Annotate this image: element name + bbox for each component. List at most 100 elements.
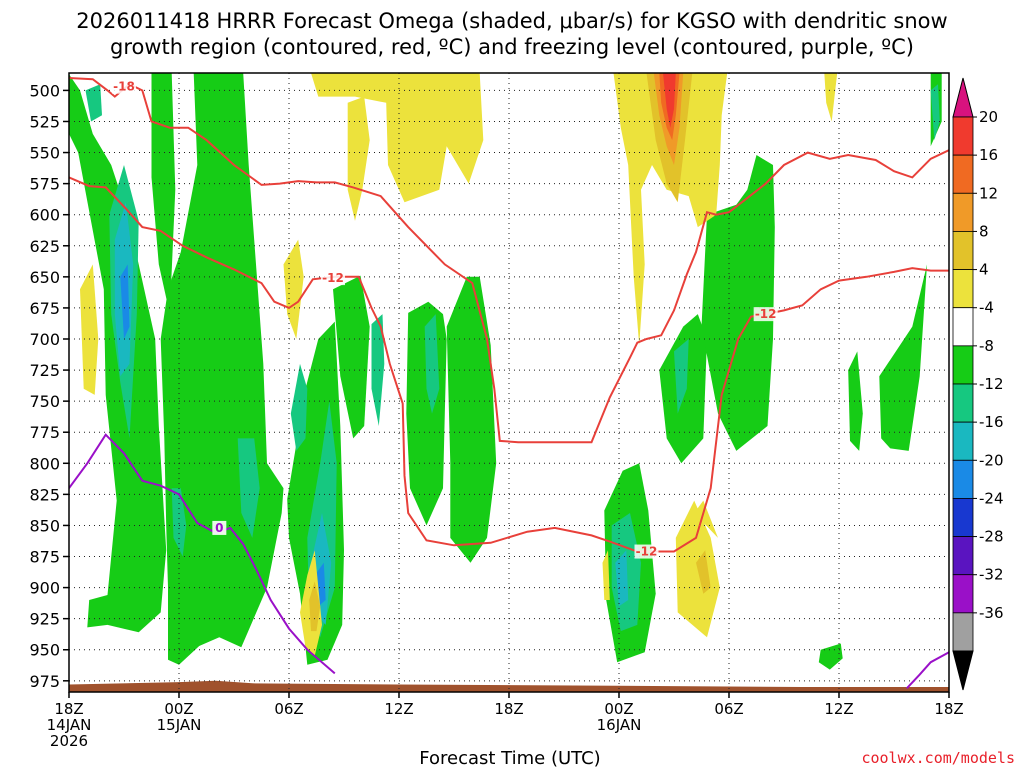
omega-region — [290, 363, 308, 451]
credit-text[interactable]: coolwx.com/models — [861, 749, 1015, 767]
colorbar-bin — [952, 574, 974, 614]
omega-region — [696, 550, 711, 594]
x-tick-label: 16JAN — [597, 716, 642, 734]
dgz-contour-line — [69, 176, 949, 553]
x-tick-label: 12Z — [384, 700, 413, 718]
omega-region — [120, 264, 130, 339]
y-tick-label: 675 — [29, 299, 60, 318]
omega-region — [615, 550, 629, 607]
y-tick-label: 875 — [29, 548, 60, 567]
colorbar-bin — [952, 498, 974, 537]
dgz-contour-label: -12 — [636, 545, 658, 559]
omega-region — [824, 73, 838, 122]
y-tick-label: 750 — [29, 392, 60, 411]
x-tick-label: 06Z — [274, 700, 303, 718]
grid-lines — [69, 73, 949, 692]
dgz-label-background — [634, 544, 659, 559]
colorbar-label: 12 — [979, 184, 998, 202]
dgz-contour-label: -12 — [755, 307, 777, 321]
colorbar-label: -12 — [979, 375, 1004, 393]
omega-region — [663, 73, 676, 128]
omega-region — [848, 351, 863, 451]
y-tick-label: 550 — [29, 144, 60, 163]
dgz-contour-line — [69, 77, 949, 444]
colorbar-label: 4 — [979, 261, 989, 279]
colorbar-bin — [952, 421, 974, 461]
colorbar-label: -28 — [979, 528, 1004, 546]
omega-region — [80, 264, 99, 395]
colorbar-bin — [952, 345, 974, 385]
colorbar-label: 16 — [979, 146, 998, 164]
y-tick-label: 500 — [29, 81, 60, 100]
chart-title-line2: growth region (contoured, red, ºC) and f… — [110, 35, 914, 59]
y-tick-label: 950 — [29, 641, 60, 660]
y-tick-label: 825 — [29, 485, 60, 504]
y-tick-label: 700 — [29, 330, 60, 349]
x-tick-label: 18Z — [494, 700, 523, 718]
colorbar-bin — [952, 383, 974, 423]
x-axis-label: Forecast Time (UTC) — [419, 748, 600, 768]
colorbar-bin — [952, 612, 974, 652]
omega-region — [151, 73, 176, 315]
freezing-level-line — [906, 651, 949, 689]
omega-region — [309, 581, 321, 632]
x-tick-label: 15JAN — [157, 716, 202, 734]
colorbar-bin — [952, 307, 974, 347]
plot-area: -18 -12 -12 -12 0 — [69, 73, 949, 692]
colorbar-label: -20 — [979, 451, 1004, 469]
y-tick-label: 850 — [29, 516, 60, 535]
y-axis-ticks: 500 525 550 575 600 625 650 675 700 725 750 775 800 8… — [29, 81, 69, 691]
omega-shaded-regions — [69, 73, 942, 670]
colorbar-bin — [952, 192, 974, 232]
omega-region — [85, 84, 102, 122]
omega-region — [674, 339, 689, 414]
dgz-label-background — [112, 79, 136, 94]
colorbar-label: -36 — [979, 604, 1004, 622]
y-tick-label: 525 — [29, 112, 60, 131]
y-tick-label: 575 — [29, 175, 60, 194]
y-tick-label: 800 — [29, 454, 60, 473]
colorbar-top-arrow — [952, 77, 974, 118]
omega-region — [694, 500, 718, 538]
y-tick-label: 975 — [29, 672, 60, 691]
omega-region — [347, 96, 370, 221]
freezing-level-label: 0 — [215, 521, 223, 535]
dendritic-growth-contours: -18 -12 -12 -12 — [69, 77, 949, 559]
dgz-contour-label: -12 — [322, 271, 344, 285]
terrain-ground — [69, 680, 949, 692]
y-tick-label: 900 — [29, 579, 60, 598]
x-tick-label: 18Z — [54, 700, 83, 718]
x-tick-label: 06Z — [714, 700, 743, 718]
dgz-contour-label: -18 — [113, 80, 135, 94]
omega-region — [879, 264, 927, 451]
omega-region — [424, 314, 440, 414]
colorbar-bin — [952, 269, 974, 309]
omega-region — [613, 73, 728, 346]
y-tick-label: 625 — [29, 237, 60, 256]
colorbar-bin — [952, 536, 974, 576]
colorbar-label: 8 — [979, 222, 989, 240]
y-tick-label: 650 — [29, 268, 60, 287]
x-tick-label: 00Z — [604, 700, 633, 718]
colorbar-bin — [952, 116, 974, 156]
omega-region — [283, 239, 304, 339]
y-tick-label: 600 — [29, 206, 60, 225]
freezing-level-line — [69, 433, 336, 675]
colorbar-label: -4 — [979, 299, 994, 317]
colorbar-label: -8 — [979, 337, 994, 355]
omega-region — [446, 276, 497, 563]
colorbar-bin — [952, 459, 974, 499]
omega-region — [701, 155, 775, 451]
terrain-area — [69, 680, 949, 692]
colorbar-label: -32 — [979, 566, 1004, 584]
colorbar-label: 20 — [979, 108, 998, 126]
omega-region — [333, 275, 370, 439]
omega-region — [311, 73, 484, 203]
freezing-label-background — [212, 520, 227, 535]
colorbar-label: -24 — [979, 489, 1004, 507]
y-tick-label: 725 — [29, 361, 60, 380]
y-tick-label: 775 — [29, 423, 60, 442]
colorbar-bin — [952, 154, 974, 194]
y-tick-label: 925 — [29, 610, 60, 629]
